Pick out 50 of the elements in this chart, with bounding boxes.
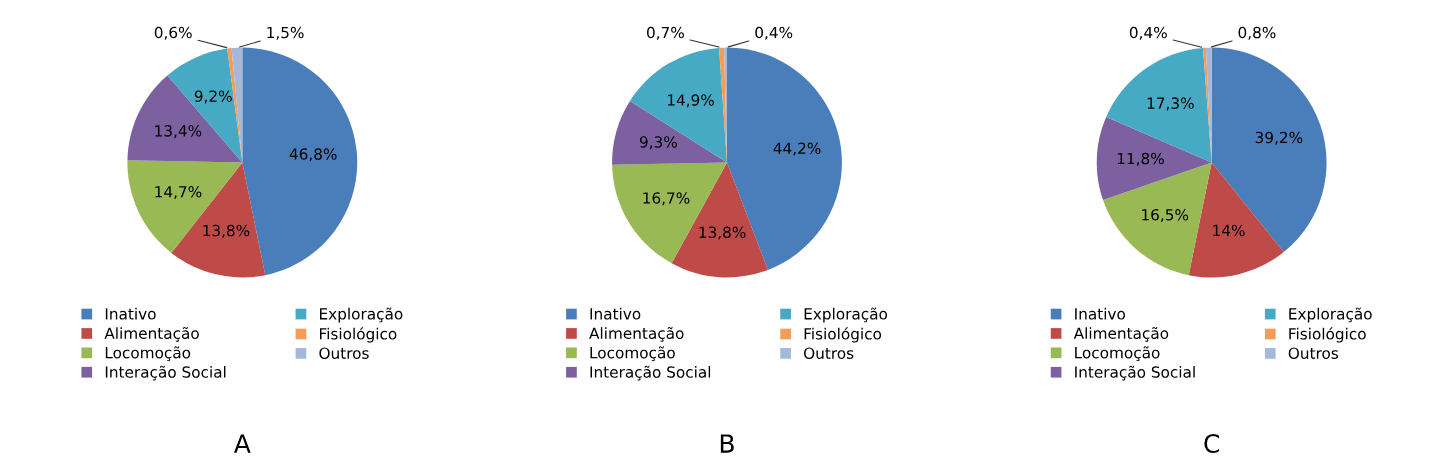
data-label: 11,8% <box>1117 152 1164 166</box>
data-label: 14,9% <box>667 94 714 108</box>
data-label: 9,2% <box>194 90 232 104</box>
text: A <box>233 434 251 453</box>
legend-label: Interação Social <box>590 365 711 381</box>
legend-label: Exploração <box>320 307 403 323</box>
data-label: 1,5% <box>267 26 304 40</box>
legend-label: Outros <box>1288 347 1339 359</box>
data-label: 14% <box>1213 224 1245 237</box>
legend-label: Exploração <box>1289 307 1372 323</box>
legend-label: Fisiológico <box>1289 327 1366 343</box>
legend-label: Alimentação <box>589 326 684 342</box>
legend-label: Fisiológico <box>804 327 882 343</box>
pie-slice <box>629 47 727 163</box>
pie-slice <box>1188 162 1284 278</box>
legend-label: Outros <box>804 347 854 359</box>
data-label: 46,8% <box>289 148 337 162</box>
pie-slice <box>1096 116 1212 201</box>
data-label: 0,6% <box>154 26 192 40</box>
data-label: 0,8% <box>1238 26 1276 40</box>
text: B <box>720 434 734 453</box>
data-label: 14,7% <box>155 185 202 200</box>
pie-slice <box>1211 47 1327 252</box>
data-label: 16,7% <box>643 192 690 206</box>
text: C <box>1204 434 1220 453</box>
legend-label: Locomoção <box>590 346 675 362</box>
legend-label: Alimentação <box>1073 326 1169 342</box>
data-label: 17,3% <box>1147 97 1194 111</box>
legend-label: Inativo <box>590 307 641 320</box>
legend-label: Locomoção <box>1075 346 1160 362</box>
legend-label: Inativo <box>1075 307 1126 320</box>
pie-slice <box>127 75 243 163</box>
legend-label: Exploração <box>804 307 888 323</box>
legend-label: Fisiológico <box>320 327 397 343</box>
legend-label: Interação Social <box>105 365 226 381</box>
legend-label: Locomoção <box>105 346 191 362</box>
data-label: 9,3% <box>639 136 677 150</box>
data-label: 0,7% <box>647 26 684 40</box>
legend-label: Inativo <box>105 307 156 320</box>
data-label: 39,2% <box>1255 131 1303 145</box>
legend-label: Interação Social <box>1075 365 1195 381</box>
data-label: 16,5% <box>1142 209 1189 223</box>
data-label: 13,8% <box>203 224 250 238</box>
legend-label: Outros <box>319 347 369 359</box>
data-label: 13,8% <box>699 226 746 240</box>
legend-label: Alimentação <box>104 326 199 342</box>
data-label: 13,4% <box>155 125 202 139</box>
data-label: 0,4% <box>755 26 793 40</box>
data-label: 44,2% <box>773 142 821 156</box>
data-label: 0,4% <box>1129 26 1167 40</box>
